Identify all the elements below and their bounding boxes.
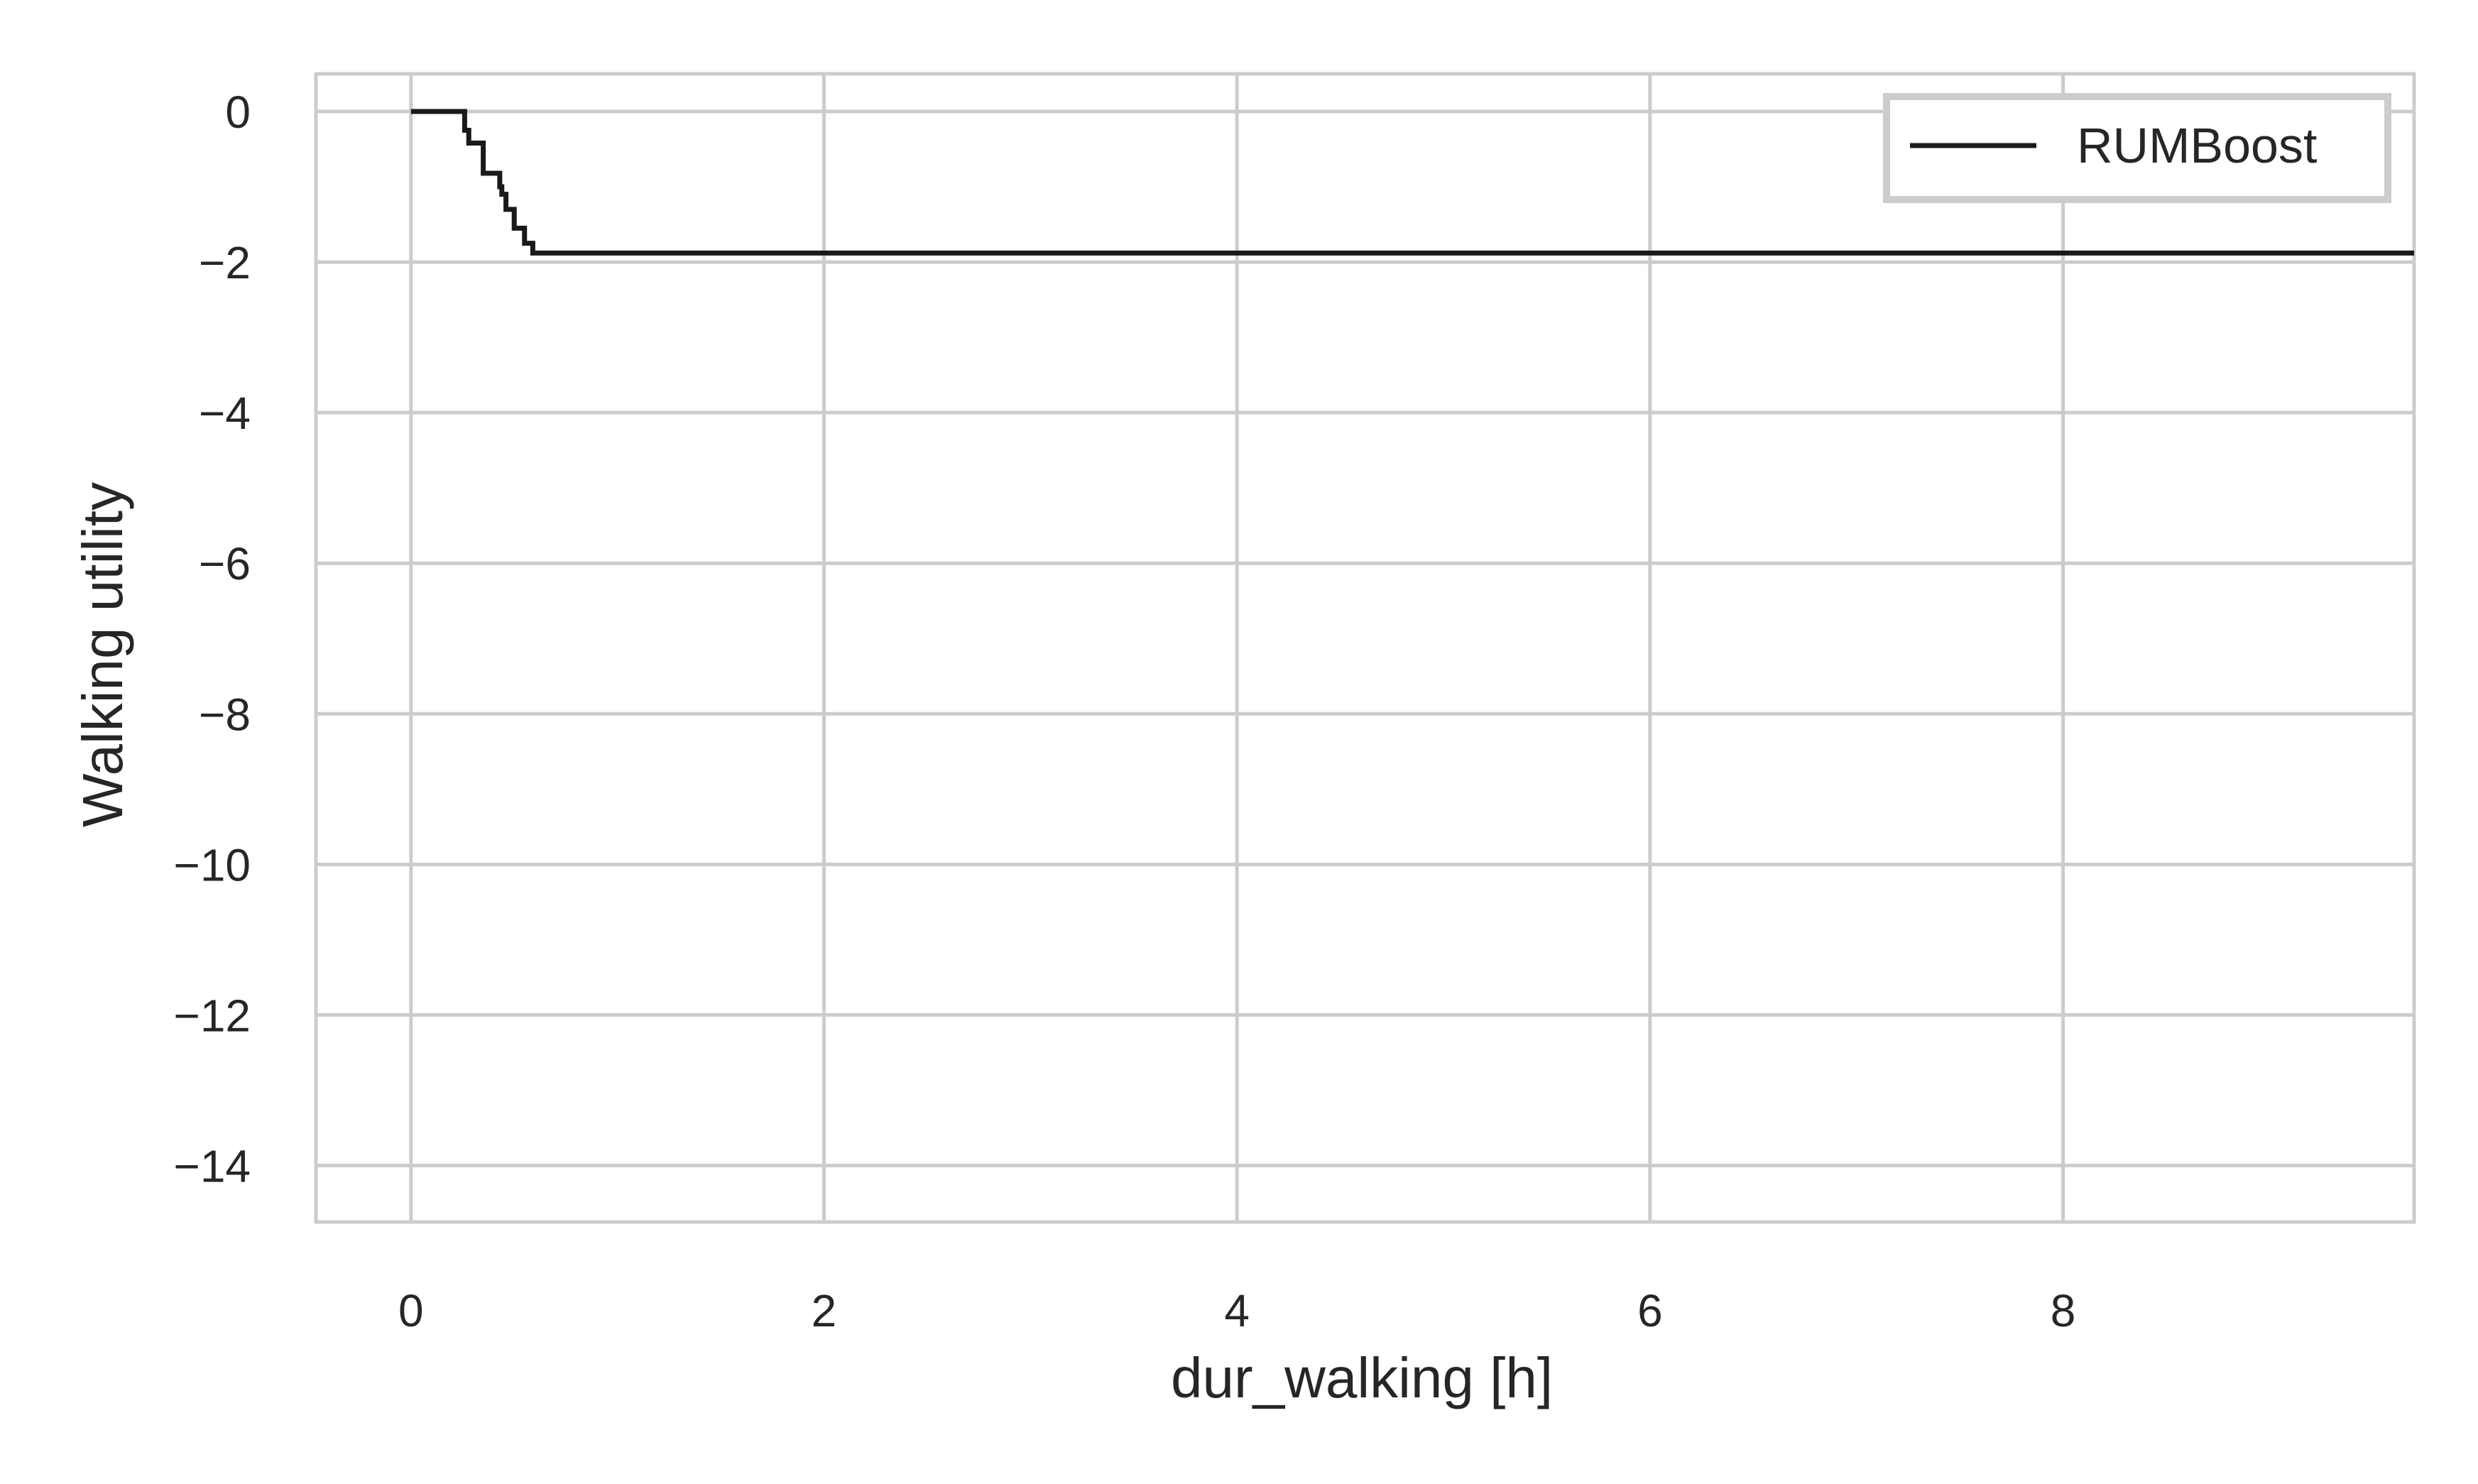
y-tick-label: −10 bbox=[173, 839, 251, 890]
x-axis-label: dur_walking [h] bbox=[1171, 1346, 1553, 1409]
legend: RUMBoost bbox=[1883, 93, 2391, 203]
y-tick-label: −14 bbox=[173, 1140, 251, 1191]
y-axis-label: Walking utility bbox=[71, 482, 134, 827]
y-tick-label: −12 bbox=[173, 990, 251, 1041]
series-lines bbox=[410, 109, 2414, 256]
x-tick-label: 2 bbox=[812, 1285, 837, 1336]
legend-label-rumboost: RUMBoost bbox=[2077, 118, 2317, 173]
y-tick-label: 0 bbox=[225, 87, 251, 138]
x-tick-label: 4 bbox=[1224, 1285, 1250, 1336]
y-tick-label: −2 bbox=[199, 237, 251, 288]
x-tick-label: 6 bbox=[1637, 1285, 1663, 1336]
x-tick-label: 0 bbox=[398, 1285, 424, 1336]
x-tick-label: 8 bbox=[2051, 1285, 2076, 1336]
plot-frame bbox=[314, 72, 2416, 1224]
series-line-rumboost bbox=[410, 109, 2414, 256]
x-tick-labels: 0 2 4 6 8 bbox=[398, 1285, 2075, 1336]
grid-lines bbox=[316, 74, 2414, 1222]
y-tick-label: −6 bbox=[199, 538, 251, 589]
y-tick-label: −8 bbox=[199, 689, 251, 740]
y-tick-label: −4 bbox=[199, 388, 251, 439]
y-tick-labels: 0 −2 −4 −6 −8 −10 −12 −14 bbox=[173, 87, 251, 1191]
